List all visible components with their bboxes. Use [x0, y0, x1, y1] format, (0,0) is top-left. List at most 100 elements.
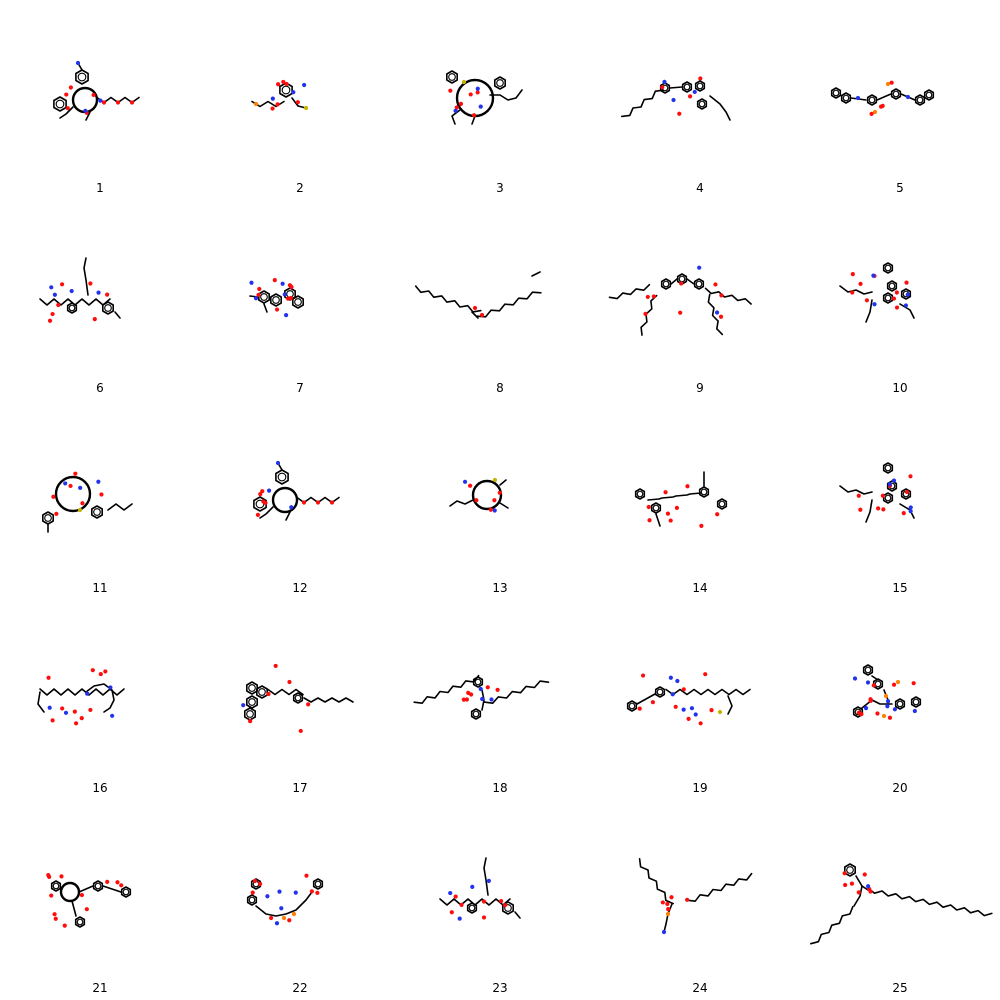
oxygen-atom: [677, 111, 682, 116]
molecule-structure: [449, 477, 509, 513]
bond: [483, 857, 489, 896]
aromatic-ring: [694, 80, 706, 92]
oxygen-atom: [715, 512, 720, 517]
ring-inner-bond: [246, 710, 254, 718]
molecule-cell: 17: [200, 600, 400, 800]
bond: [107, 503, 133, 511]
oxygen-atom: [103, 669, 108, 674]
oxygen-atom: [98, 671, 103, 677]
ring-inner-bond: [104, 304, 112, 312]
ring-inner-bond: [868, 96, 876, 104]
aromatic-ring: [246, 894, 258, 906]
nitrogen-atom: [478, 686, 483, 692]
bond: [865, 499, 873, 523]
ring-inner-bond: [76, 918, 84, 926]
ring-inner-bond: [314, 880, 322, 888]
oxygen-atom: [270, 106, 275, 111]
oxygen-atom: [488, 507, 493, 512]
ring-inner-bond: [77, 72, 87, 82]
nitrogen-atom: [78, 485, 83, 490]
oxygen-atom: [273, 663, 278, 669]
bond: [291, 97, 307, 109]
ring-inner-bond: [652, 504, 660, 512]
oxygen-atom: [859, 712, 864, 717]
ring-inner-bond: [248, 896, 256, 904]
oxygen-atom: [849, 881, 855, 886]
bond: [489, 89, 523, 101]
molecule-cell: 10: [800, 200, 1000, 400]
molecule-structure: [810, 863, 993, 945]
oxygen-atom: [718, 314, 724, 319]
sulfur-atom: [492, 477, 498, 483]
oxygen-atom: [68, 85, 73, 90]
molecule-structure: [852, 664, 922, 720]
molecule-structure: [42, 471, 133, 533]
oxygen-atom: [105, 879, 110, 885]
oxygen-atom: [92, 317, 97, 322]
oxygen-atom: [304, 873, 309, 878]
nitrogen-atom: [671, 97, 676, 103]
molecule-label: 18: [492, 781, 508, 795]
oxygen-atom: [665, 511, 671, 516]
ring-inner-bond: [448, 73, 456, 81]
oxygen-atom: [887, 715, 893, 720]
molecule-label: 4: [696, 181, 704, 195]
molecule-structure: [621, 76, 731, 121]
oxygen-atom: [105, 292, 110, 297]
nitrogen-atom: [49, 285, 54, 290]
molecule-structure: [608, 265, 752, 336]
aromatic-ring: [253, 496, 267, 512]
nitrogen-atom: [892, 707, 898, 712]
bond: [259, 506, 274, 519]
oxygen-atom: [687, 94, 693, 99]
aromatic-ring: [900, 488, 912, 500]
nitrogen-atom: [63, 710, 69, 715]
ring-inner-bond: [258, 688, 266, 696]
bond: [114, 311, 121, 319]
molecule-label: 5: [896, 181, 904, 195]
oxygen-atom: [275, 102, 280, 107]
nitrogen-atom: [852, 676, 858, 681]
nitrogen-atom: [241, 703, 246, 708]
molecule-structure: [839, 462, 915, 523]
oxygen-atom: [91, 92, 96, 98]
ring-inner-bond: [656, 688, 664, 696]
bond: [449, 499, 474, 507]
molecule-structure: [830, 80, 935, 116]
oxygen-atom: [269, 915, 274, 921]
ring-inner-bond: [294, 298, 302, 306]
nitrogen-atom: [75, 60, 81, 66]
nitrogen-atom: [865, 680, 871, 685]
bond: [78, 885, 94, 893]
bond: [267, 688, 304, 696]
oxygen-atom: [481, 915, 487, 920]
nitrogen-atom: [662, 79, 667, 84]
oxygen-atom: [643, 311, 648, 316]
bond: [861, 699, 893, 709]
oxygen-atom: [256, 292, 261, 297]
aromatic-ring: [53, 96, 67, 112]
molecule-cell: 9: [600, 200, 800, 400]
aromatic-ring: [923, 89, 935, 101]
molecule-label: 20: [892, 781, 908, 795]
oxygen-atom: [50, 718, 55, 723]
ring-inner-bond: [636, 490, 644, 498]
nitrogen-atom: [96, 479, 101, 484]
molecule-structure: [414, 271, 542, 319]
phosphorus-atom: [881, 713, 887, 719]
oxygen-atom: [272, 278, 277, 283]
molecule-cell: 5: [800, 0, 1000, 200]
macrocycle-ring: [271, 486, 299, 514]
nitrogen-atom: [274, 921, 280, 926]
molecule-structure: [626, 672, 751, 726]
bond: [669, 86, 683, 89]
oxygen-atom: [703, 672, 708, 677]
aromatic-ring: [693, 278, 705, 290]
ring-inner-bond: [916, 96, 924, 104]
ring-inner-bond: [842, 94, 850, 102]
molecule-structure: [413, 674, 550, 720]
molecule-structure: [249, 278, 304, 318]
nitrogen-atom: [675, 678, 680, 684]
aromatic-ring: [256, 685, 268, 699]
nitrogen-atom: [872, 302, 877, 307]
